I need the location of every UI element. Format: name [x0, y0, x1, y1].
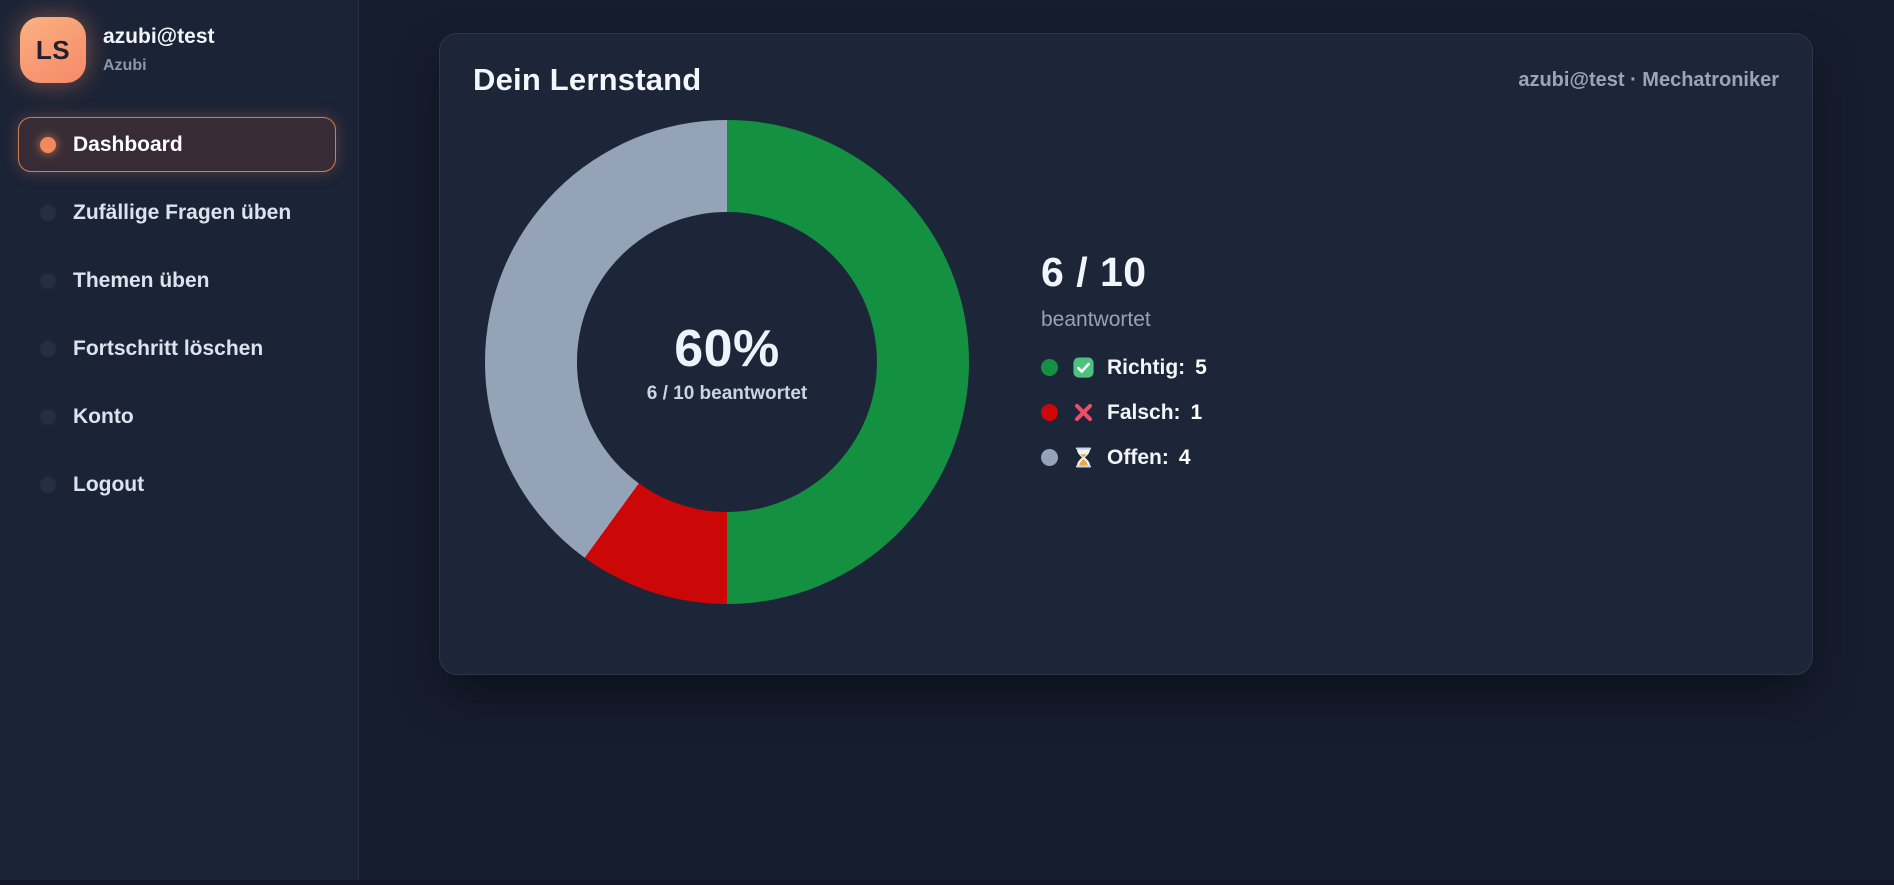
- sidebar-item-logout[interactable]: Logout: [18, 457, 336, 512]
- score-value: 6 / 10: [1041, 248, 1147, 295]
- chart-legend: Richtig: 5 Falsch: 1: [1041, 350, 1207, 476]
- sidebar-item-topics[interactable]: Themen üben: [18, 253, 336, 308]
- check-icon: [1072, 356, 1095, 379]
- nav-bullet-icon: [40, 340, 56, 357]
- sidebar-item-label: Konto: [73, 404, 134, 428]
- cross-icon: [1072, 401, 1095, 424]
- legend-value: 1: [1190, 400, 1203, 424]
- sidebar-item-reset-progress[interactable]: Fortschritt löschen: [18, 321, 336, 376]
- progress-center-caption: 6 / 10 beantwortet: [646, 382, 808, 404]
- sidebar-nav: Dashboard Zufällige Fragen üben Themen ü…: [0, 117, 358, 512]
- sidebar-item-label: Dashboard: [73, 132, 183, 156]
- user-block: LS azubi@test Azubi: [0, 17, 358, 83]
- legend-value: 5: [1195, 355, 1207, 379]
- nav-bullet-icon: [40, 136, 56, 153]
- red-dot-icon: [1041, 404, 1058, 421]
- sidebar-item-label: Themen üben: [73, 268, 210, 292]
- sidebar-item-label: Fortschritt löschen: [73, 336, 264, 360]
- donut-center: 60% 6 / 10 beantwortet: [576, 211, 878, 513]
- score-caption: beantwortet: [1041, 307, 1151, 331]
- main-content: Dein Lernstand azubi@test · Mechatronike…: [359, 0, 1894, 885]
- nav-bullet-icon: [40, 204, 56, 221]
- legend-label: Offen:: [1107, 445, 1169, 469]
- progress-donut-chart: 60% 6 / 10 beantwortet: [485, 120, 969, 604]
- hourglass-icon: [1072, 446, 1095, 469]
- avatar: LS: [20, 17, 86, 83]
- nav-bullet-icon: [40, 408, 56, 425]
- legend-label: Falsch:: [1107, 400, 1181, 424]
- sidebar-item-random-questions[interactable]: Zufällige Fragen üben: [18, 185, 336, 240]
- sidebar-item-account[interactable]: Konto: [18, 389, 336, 444]
- sidebar: LS azubi@test Azubi Dashboard Zufällige …: [0, 0, 359, 885]
- user-context: azubi@test · Mechatroniker: [1518, 68, 1779, 91]
- legend-row-open: Offen: 4: [1041, 440, 1207, 476]
- green-dot-icon: [1041, 359, 1058, 376]
- user-name: azubi@test: [103, 25, 215, 48]
- legend-label: Richtig:: [1107, 355, 1186, 379]
- sidebar-item-label: Zufällige Fragen üben: [73, 200, 292, 224]
- progress-percentage: 60%: [674, 319, 780, 378]
- legend-row-wrong: Falsch: 1: [1041, 395, 1207, 431]
- nav-bullet-icon: [40, 476, 56, 493]
- user-role: Azubi: [103, 57, 147, 74]
- legend-row-correct: Richtig: 5: [1041, 350, 1207, 386]
- stats-panel: 6 / 10 beantwortet Richtig: 5: [1041, 249, 1207, 476]
- page-title: Dein Lernstand: [473, 62, 702, 97]
- bottom-edge: [0, 880, 1894, 885]
- learning-status-card: Dein Lernstand azubi@test · Mechatronike…: [439, 33, 1813, 675]
- gray-dot-icon: [1041, 449, 1058, 466]
- legend-value: 4: [1178, 445, 1191, 469]
- sidebar-item-dashboard[interactable]: Dashboard: [18, 117, 336, 172]
- nav-bullet-icon: [40, 272, 56, 289]
- sidebar-item-label: Logout: [73, 472, 145, 496]
